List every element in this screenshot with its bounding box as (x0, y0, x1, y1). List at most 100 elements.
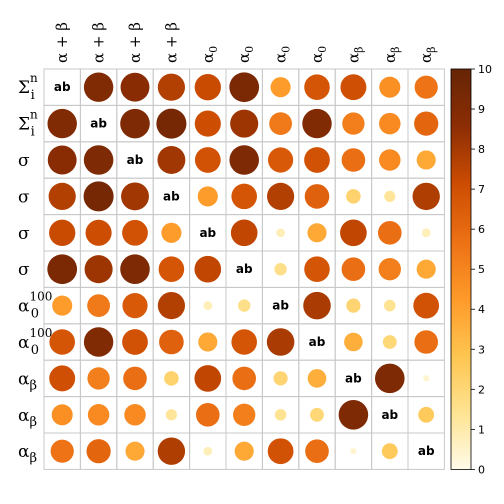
correlation-circle (379, 149, 401, 171)
column-label: αβ (381, 47, 402, 64)
correlation-circle (49, 329, 75, 355)
colorbar-tick-label: 6 (478, 223, 485, 236)
correlation-circle (421, 228, 431, 238)
correlation-circle (341, 148, 366, 172)
matrix-circles (47, 72, 440, 465)
correlation-circle (198, 332, 218, 352)
row-label: σ (18, 224, 30, 244)
correlation-circle (159, 329, 184, 355)
correlation-circle (230, 219, 258, 247)
diagonal-label: ab (127, 153, 144, 167)
correlation-circle (194, 255, 222, 283)
correlation-circle (122, 293, 148, 319)
correlation-circle (120, 72, 150, 102)
correlation-circle (304, 74, 330, 100)
correlation-circle (157, 291, 186, 320)
correlation-circle (302, 108, 332, 139)
correlation-circle (87, 404, 110, 426)
correlation-circle (122, 219, 148, 246)
correlation-circle (234, 441, 254, 461)
correlation-circle (83, 72, 114, 102)
correlation-circle (229, 72, 260, 103)
correlation-circle (381, 443, 398, 460)
correlation-circle (161, 222, 182, 243)
correlation-circle (83, 327, 114, 357)
correlation-circle (423, 375, 430, 382)
column-label: α + β (90, 22, 108, 63)
correlation-circle (340, 74, 367, 101)
correlation-circle (83, 145, 114, 175)
correlation-circle (379, 76, 401, 98)
correlation-circle (231, 329, 257, 355)
colorbar-tick-label: 1 (478, 423, 485, 436)
correlation-circle (269, 112, 292, 135)
correlation-circle (416, 150, 436, 170)
correlation-circle (414, 330, 439, 354)
column-label: α + β (126, 22, 144, 63)
correlation-circle (375, 363, 405, 394)
correlation-circle (266, 182, 295, 211)
correlation-circle (47, 108, 77, 139)
correlation-circle (267, 438, 294, 465)
correlation-circle (203, 446, 213, 456)
correlation-circle (307, 369, 327, 388)
column-label: αβ (417, 47, 438, 64)
correlation-circle (157, 437, 186, 465)
correlation-circle (194, 110, 221, 137)
correlation-circle (340, 219, 367, 247)
row-label: αβ (18, 442, 37, 466)
correlation-circle (384, 190, 396, 202)
correlation-circle (342, 112, 365, 135)
correlation-circle (122, 329, 148, 355)
row-label: α100 0 (18, 326, 52, 358)
correlation-circle (49, 219, 76, 246)
colorbar-tick-label: 3 (478, 343, 485, 356)
correlation-circle (85, 219, 112, 246)
colorbar-tick-label: 10 (478, 63, 492, 76)
correlation-circle (47, 145, 77, 175)
correlation-circle (157, 73, 186, 101)
correlation-circle (47, 254, 78, 285)
correlation-circle (346, 189, 361, 204)
correlation-circle (304, 147, 330, 173)
correlation-circle (231, 183, 257, 210)
correlation-circle (87, 294, 110, 317)
diagonal-labels: ab ab ab ab ab ab ab ab ab ab ab (54, 80, 435, 458)
colorbar-tick-label: 2 (478, 383, 485, 396)
colorbar-tick-label: 7 (478, 183, 485, 196)
correlation-circle (382, 335, 397, 349)
row-label: α100 0 (18, 290, 52, 322)
correlation-circle (418, 406, 435, 423)
correlation-circle (307, 223, 327, 243)
correlation-circle (384, 299, 396, 312)
diagonal-label: ab (309, 335, 326, 349)
correlation-circle (50, 439, 74, 463)
diagonal-label: ab (345, 371, 362, 385)
correlation-circle (121, 182, 149, 211)
correlation-circle (203, 301, 213, 310)
grid-cell (407, 432, 445, 470)
correlation-circle (350, 448, 357, 455)
correlation-circle (84, 255, 113, 284)
correlation-circle (123, 366, 147, 391)
colorbar-tick-label: 5 (478, 263, 485, 276)
correlation-circle (268, 147, 294, 173)
matrix-grid (43, 68, 445, 470)
colorbar-tick-label: 0 (478, 463, 485, 476)
correlation-circle (197, 186, 218, 207)
correlation-circle (194, 365, 222, 392)
colorbar-tick-label: 9 (478, 103, 485, 116)
column-label: α + β (53, 22, 71, 63)
correlation-circle (276, 228, 285, 238)
colorbar-tick-label: 4 (478, 303, 485, 316)
correlation-circle (344, 332, 363, 352)
column-label: α0 (272, 46, 293, 63)
row-label: σ (18, 187, 30, 207)
correlation-circle (232, 366, 257, 391)
correlation-circle (124, 404, 146, 426)
correlation-circle (165, 409, 177, 421)
correlation-circle (229, 145, 259, 175)
